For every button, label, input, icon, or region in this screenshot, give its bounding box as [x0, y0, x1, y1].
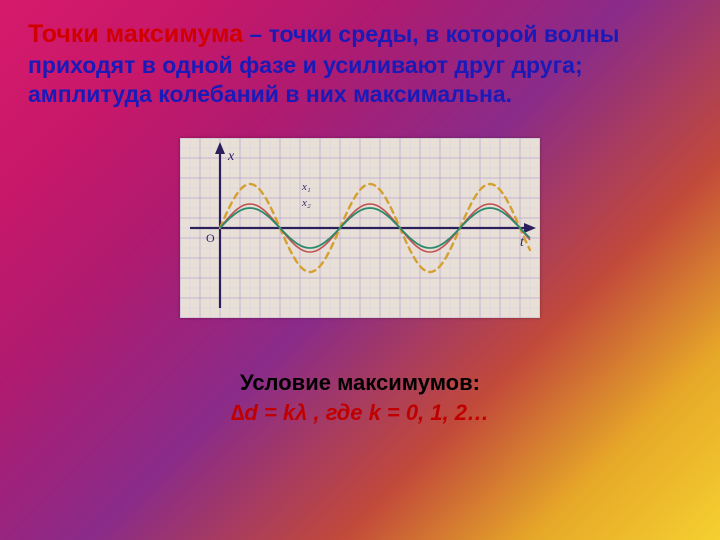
svg-text:x₂: x₂	[301, 197, 311, 209]
svg-text:x₁: x₁	[301, 181, 311, 193]
condition-block: Условие максимумов: ∆d = kλ , где k = 0,…	[0, 368, 720, 427]
wave-svg: xtOx₁x₂	[180, 138, 540, 318]
condition-label: Условие максимумов:	[0, 368, 720, 398]
svg-text:O: O	[206, 231, 215, 245]
definition-block: Точки максимума – точки среды, в которой…	[0, 0, 720, 110]
figure-container: xtOx₁x₂	[0, 138, 720, 318]
svg-text:x: x	[227, 149, 235, 164]
wave-diagram: xtOx₁x₂	[180, 138, 540, 318]
term: Точки максимума	[28, 20, 243, 48]
condition-formula: ∆d = kλ , где k = 0, 1, 2…	[0, 398, 720, 428]
